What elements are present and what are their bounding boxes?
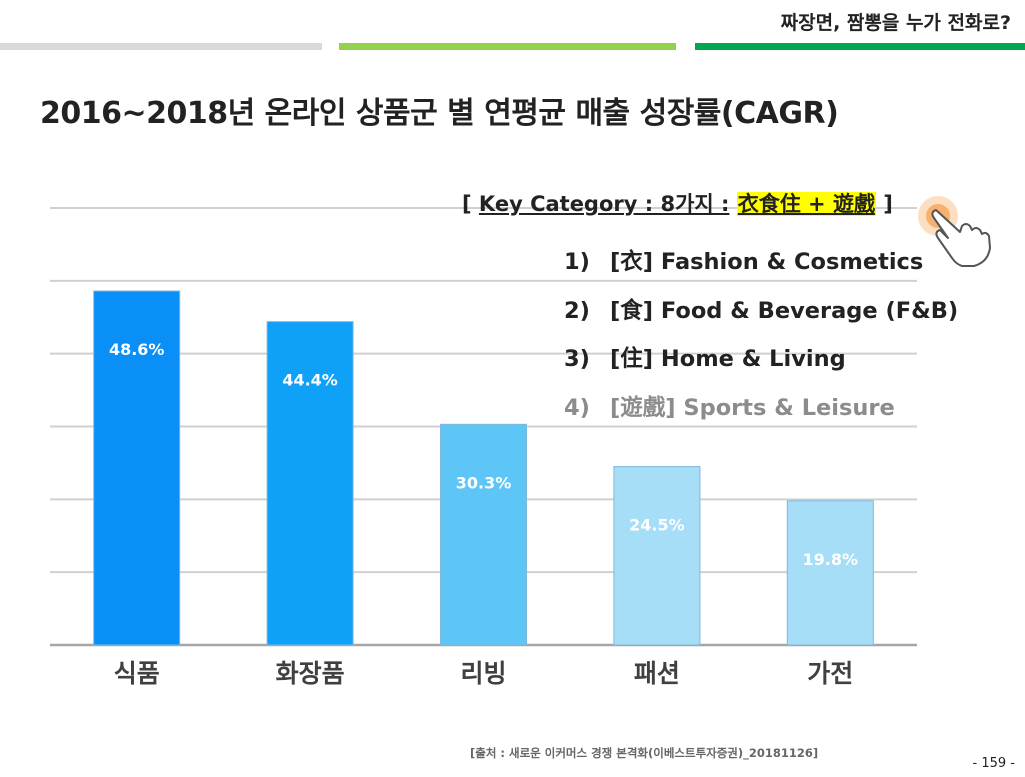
key-close-bracket: ]	[883, 192, 893, 216]
bar-3	[440, 423, 527, 646]
category-tick-label: 패션	[634, 659, 680, 688]
data-label: 30.3%	[456, 473, 512, 492]
category-tick-label: 식품	[114, 659, 160, 688]
category-label: [衣] Fashion & Cosmetics	[610, 249, 924, 275]
source-citation: [출처 : 새로운 이커머스 경쟁 본격화(이베스트투자증권)_20181126…	[470, 746, 819, 760]
slide-title: 2016~2018년 온라인 상품군 별 연평균 매출 성장률(CAGR)	[40, 96, 839, 131]
bar-1	[93, 290, 181, 646]
category-item-3: 3) [住] Home & Living	[564, 341, 958, 390]
key-category-title: [ Key Category : 8가지 : 衣食住 + 遊戲 ]	[462, 188, 893, 218]
category-num: 1)	[564, 249, 590, 275]
data-label: 24.5%	[629, 516, 685, 535]
data-label: 19.8%	[803, 550, 859, 569]
category-tick-label: 화장품	[276, 659, 345, 688]
key-open-bracket: [	[462, 192, 472, 216]
category-tick-label: 가전	[807, 659, 853, 688]
bar-2	[266, 321, 354, 646]
top-title: 짜장면, 짬뽕을 누가 전화로?	[780, 12, 1011, 34]
category-label: [食] Food & Beverage (F&B)	[610, 297, 959, 324]
header-bar-gray	[0, 43, 322, 50]
category-tick-label: 리빙	[460, 659, 506, 688]
category-num: 4)	[564, 394, 590, 421]
category-item-2: 2) [食] Food & Beverage (F&B)	[564, 293, 958, 342]
key-category-label: Key Category : 8가지 :	[478, 192, 730, 216]
category-label: [遊戲] Sports & Leisure	[610, 394, 895, 421]
header-bar-green	[695, 43, 1025, 50]
category-num: 2)	[564, 297, 590, 324]
category-item-1: 1) [衣] Fashion & Cosmetics	[564, 244, 958, 293]
data-label: 44.4%	[282, 371, 338, 390]
category-list: 1) [衣] Fashion & Cosmetics 2) [食] Food & B…	[564, 244, 958, 438]
category-label: [住] Home & Living	[610, 346, 846, 372]
pointing-hand-icon	[918, 196, 991, 267]
header-bar-lightgreen	[339, 43, 676, 50]
page-number: - 159 -	[972, 756, 1015, 771]
bar-4	[613, 466, 701, 646]
category-item-4: 4) [遊戲] Sports & Leisure	[564, 390, 958, 439]
category-num: 3)	[564, 346, 590, 372]
bar-5	[786, 500, 874, 646]
data-label: 48.6%	[109, 340, 165, 359]
key-category-highlight: 衣食住 + 遊戲	[736, 192, 876, 216]
